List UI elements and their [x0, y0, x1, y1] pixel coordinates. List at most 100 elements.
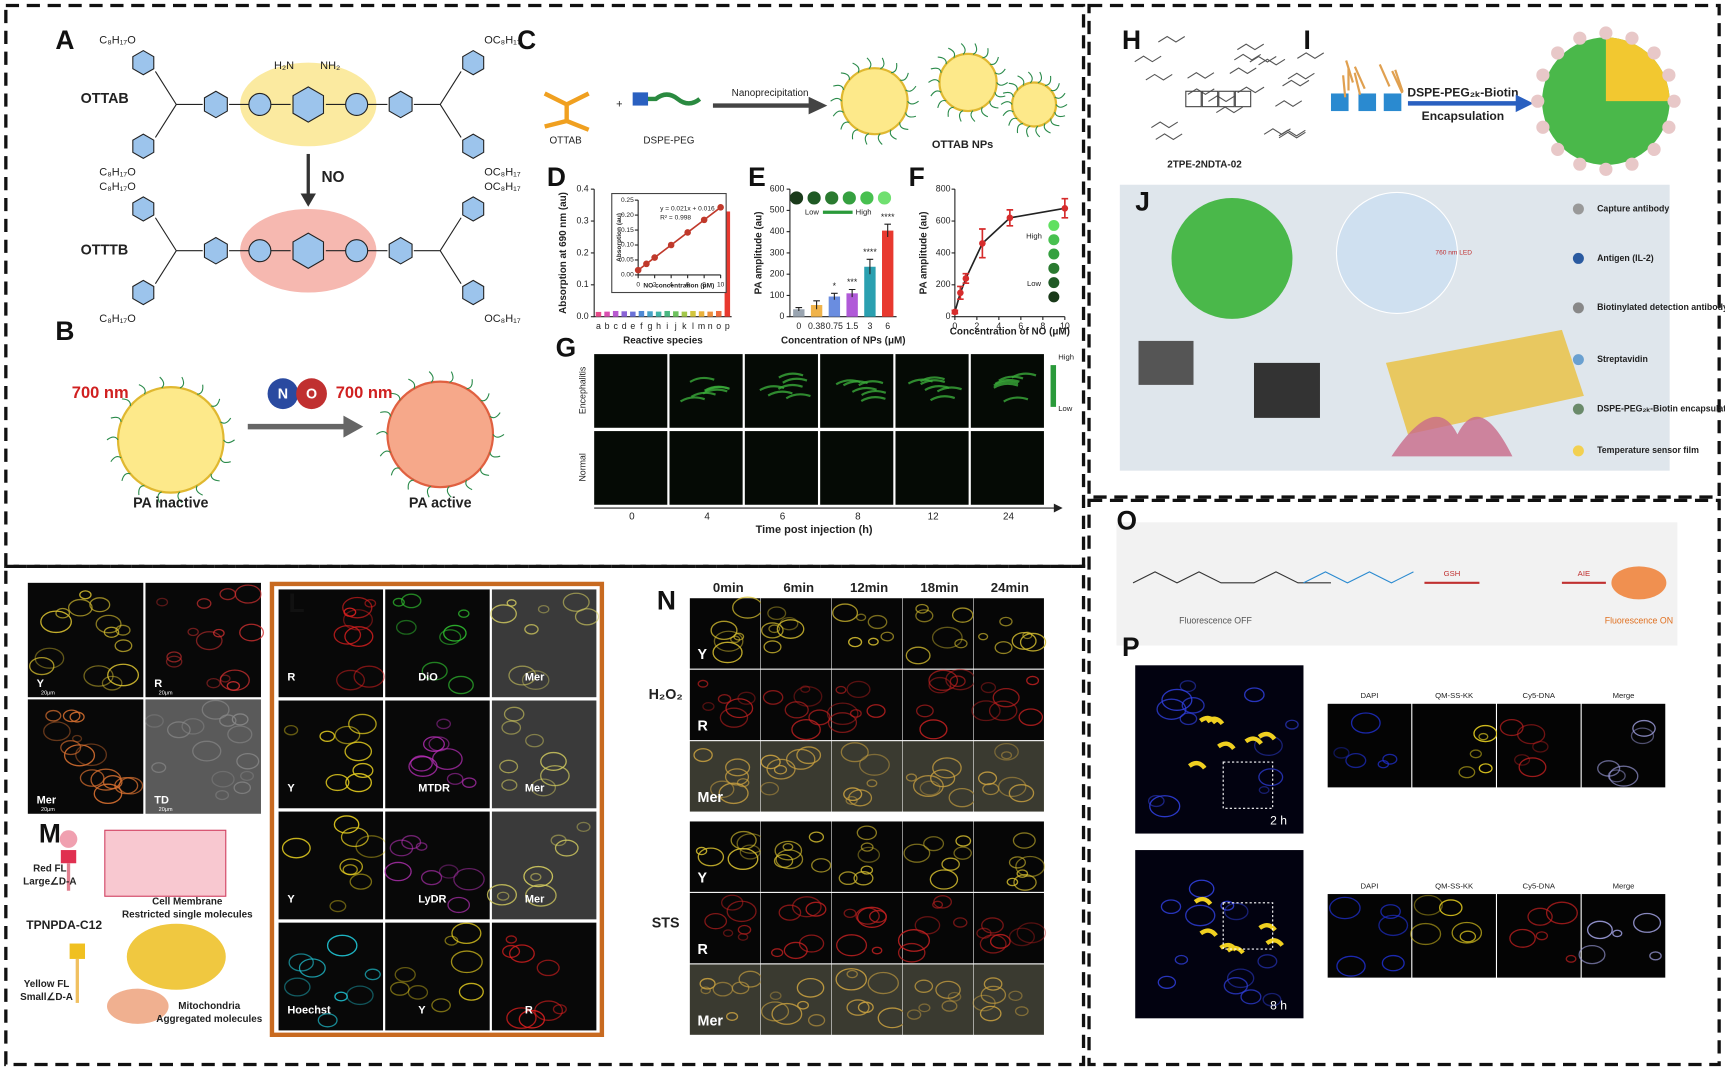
cell	[1586, 920, 1613, 940]
cell	[1578, 944, 1606, 965]
tick-label: 0.05	[621, 257, 634, 264]
ring	[388, 236, 413, 265]
peg-chain	[106, 436, 119, 441]
pa-signal	[767, 390, 793, 397]
micrograph	[973, 741, 1044, 812]
cell	[1258, 768, 1284, 787]
text-label: Mer	[525, 671, 545, 683]
legend-icon	[1572, 252, 1584, 264]
peg-chain	[157, 491, 162, 503]
aggregate	[1611, 566, 1667, 600]
peg-chain	[899, 72, 909, 81]
panel-label: B	[55, 316, 74, 346]
cell	[710, 780, 735, 799]
tick-label: 6	[686, 282, 690, 289]
cell	[1478, 763, 1493, 774]
peg-chain	[489, 412, 501, 419]
cell	[994, 742, 1019, 761]
cell	[1630, 727, 1655, 745]
cell	[344, 626, 374, 647]
cell	[971, 700, 1001, 722]
cell	[345, 773, 373, 793]
cell	[721, 894, 744, 911]
cell	[774, 840, 803, 861]
biotin	[1662, 120, 1676, 134]
peg-chain	[905, 85, 917, 92]
cell	[768, 624, 781, 634]
cell	[791, 719, 821, 741]
x-tick-label: l	[692, 321, 694, 331]
cell	[846, 680, 871, 699]
cell	[730, 830, 757, 850]
point	[951, 308, 959, 316]
cell	[443, 624, 467, 642]
cell	[793, 686, 823, 707]
aggregate	[126, 923, 226, 990]
tick-label: 10	[717, 282, 725, 289]
tick-label: 200	[936, 279, 951, 289]
structure	[1208, 95, 1236, 103]
cell	[1612, 929, 1623, 938]
micrograph	[1497, 703, 1581, 788]
line	[954, 207, 1065, 313]
point	[717, 204, 724, 211]
cell	[914, 979, 934, 993]
text-label: 4	[704, 511, 710, 522]
cell	[395, 619, 417, 635]
text-label: Absorption at 690 nm (au)	[558, 192, 569, 314]
cell	[420, 870, 443, 886]
micrograph	[902, 741, 974, 812]
cell	[776, 619, 805, 639]
cell	[866, 779, 878, 788]
micrograph	[689, 669, 761, 741]
cell	[796, 746, 822, 765]
tick-label: 800	[936, 183, 951, 193]
peg-chain	[1016, 122, 1024, 134]
cell	[773, 854, 794, 868]
tick-label: 0.4	[576, 183, 588, 193]
bar	[638, 310, 645, 317]
text-label: Large∠D-A	[23, 877, 76, 888]
cell	[999, 616, 1013, 627]
peg-chain	[380, 411, 392, 417]
text-label: STS	[652, 916, 680, 932]
peg-chain	[1055, 104, 1068, 108]
micrograph	[385, 922, 490, 1031]
text-label: 2TPE-2NDTA-02	[1167, 160, 1242, 171]
cell	[530, 872, 542, 882]
text-label: Cy5-DNA	[1523, 881, 1556, 890]
signal	[1217, 741, 1236, 751]
signal	[1265, 938, 1284, 947]
text-label: OTTAB	[81, 91, 129, 107]
cell	[1478, 732, 1489, 741]
panel-label: A	[55, 25, 74, 55]
peg-chain	[210, 473, 220, 482]
ring	[1234, 90, 1252, 108]
legend-dot	[807, 191, 821, 205]
cell	[336, 669, 366, 691]
cell	[1185, 904, 1216, 927]
text-label: DiO	[418, 671, 438, 683]
cell	[333, 815, 360, 834]
cell	[700, 986, 711, 995]
error-bar	[795, 307, 803, 311]
cell	[931, 626, 963, 649]
micrograph	[831, 741, 903, 812]
peg-chain	[877, 133, 883, 145]
text-label: Small∠D-A	[20, 992, 73, 1003]
bar	[664, 310, 670, 317]
text-label: Y	[418, 1005, 426, 1017]
tick-label: 0.00	[621, 272, 634, 279]
pa-image	[895, 354, 969, 428]
cell	[695, 846, 708, 856]
cell	[733, 632, 745, 641]
cell	[196, 598, 212, 609]
structure	[1275, 100, 1303, 107]
cell	[928, 669, 959, 691]
cell	[929, 869, 959, 890]
cell	[1469, 749, 1482, 759]
text-label: y = 0.021x + 0.016	[660, 206, 715, 213]
ring	[388, 90, 413, 119]
cell	[521, 670, 550, 690]
ring	[203, 90, 228, 119]
